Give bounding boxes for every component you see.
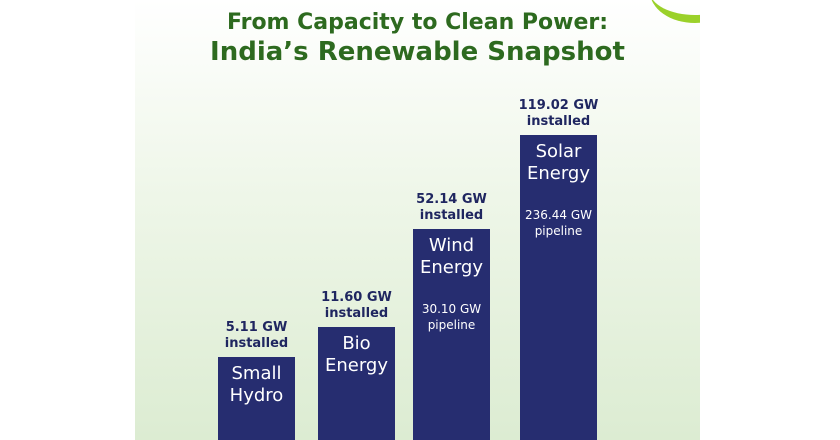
decoration — [650, 0, 700, 23]
chart-subtitle: India’s Renewable Snapshot — [210, 37, 625, 67]
bar: Wind Energy 30.10 GW pipeline — [413, 229, 490, 440]
bar: Bio Energy — [318, 327, 395, 440]
chart-panel: From Capacity to Clean Power: India’s Re… — [135, 0, 700, 440]
value-label-box: 5.11 GW installed — [209, 320, 305, 352]
value-label-box: 52.14 GW installed — [404, 192, 500, 224]
value-label: 11.60 GW installed — [321, 290, 392, 322]
bar: Small Hydro — [218, 356, 295, 440]
category-label: Wind Energy — [419, 235, 484, 279]
bar: Solar Energy 236.44 GW pipeline — [520, 134, 597, 440]
pipeline-label: 30.10 GW pipeline — [421, 302, 482, 333]
pipeline-label: 236.44 GW pipeline — [525, 207, 592, 238]
chart-title: From Capacity to Clean Power: — [226, 10, 609, 35]
value-label-box: 11.60 GW installed — [309, 290, 405, 322]
category-label: Small Hydro — [229, 362, 284, 406]
value-label-box: 119.02 GW installed — [511, 98, 607, 130]
value-label: 5.11 GW installed — [224, 319, 289, 351]
category-label: Bio Energy — [324, 333, 389, 377]
value-label: 119.02 GW installed — [518, 97, 599, 129]
value-label: 52.14 GW installed — [416, 192, 487, 224]
category-label: Solar Energy — [526, 140, 591, 184]
